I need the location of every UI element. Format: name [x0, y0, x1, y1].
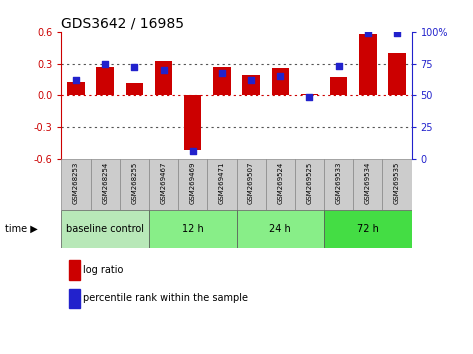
Bar: [272, 68, 289, 95]
Bar: [67, 82, 85, 95]
Point: [276, 74, 284, 79]
Bar: [178, 159, 207, 210]
Bar: [353, 159, 382, 210]
Bar: [324, 210, 412, 248]
Text: GSM269471: GSM269471: [219, 161, 225, 204]
Point: [189, 148, 197, 154]
Text: GSM269525: GSM269525: [307, 161, 313, 204]
Bar: [207, 159, 236, 210]
Bar: [61, 159, 91, 210]
Point: [72, 77, 80, 83]
Bar: [155, 62, 172, 95]
Bar: [61, 210, 149, 248]
Bar: [149, 210, 236, 248]
Text: GDS3642 / 16985: GDS3642 / 16985: [61, 17, 184, 31]
Text: GSM268255: GSM268255: [131, 161, 138, 204]
Point: [131, 64, 138, 70]
Text: percentile rank within the sample: percentile rank within the sample: [83, 293, 248, 303]
Bar: [359, 34, 377, 95]
Bar: [213, 67, 231, 95]
Text: GSM269533: GSM269533: [335, 161, 342, 204]
Text: time ▶: time ▶: [5, 224, 37, 234]
Bar: [266, 159, 295, 210]
Text: GSM269469: GSM269469: [190, 161, 196, 204]
Text: baseline control: baseline control: [66, 224, 144, 234]
Point: [218, 70, 226, 75]
Bar: [126, 83, 143, 95]
Text: GSM268253: GSM268253: [73, 161, 79, 204]
Bar: [149, 159, 178, 210]
Bar: [295, 159, 324, 210]
Point: [393, 30, 401, 36]
Bar: [91, 159, 120, 210]
Text: GSM268254: GSM268254: [102, 161, 108, 204]
Text: 24 h: 24 h: [270, 224, 291, 234]
Text: log ratio: log ratio: [83, 265, 123, 275]
Bar: [301, 94, 318, 95]
Bar: [236, 159, 266, 210]
Bar: [330, 78, 347, 95]
Bar: [120, 159, 149, 210]
Text: GSM269534: GSM269534: [365, 161, 371, 204]
Point: [247, 77, 255, 83]
Bar: [324, 159, 353, 210]
Text: 12 h: 12 h: [182, 224, 203, 234]
Text: 72 h: 72 h: [357, 224, 379, 234]
Point: [335, 63, 342, 69]
Point: [101, 61, 109, 67]
Text: GSM269507: GSM269507: [248, 161, 254, 204]
Text: GSM269467: GSM269467: [160, 161, 166, 204]
Point: [364, 30, 372, 36]
Text: GSM269524: GSM269524: [277, 161, 283, 204]
Bar: [388, 53, 406, 95]
Bar: [242, 75, 260, 95]
Point: [306, 94, 313, 99]
Text: GSM269535: GSM269535: [394, 161, 400, 204]
Bar: [382, 159, 412, 210]
Bar: [236, 210, 324, 248]
Bar: [96, 67, 114, 95]
Bar: [184, 95, 201, 150]
Point: [160, 67, 167, 73]
